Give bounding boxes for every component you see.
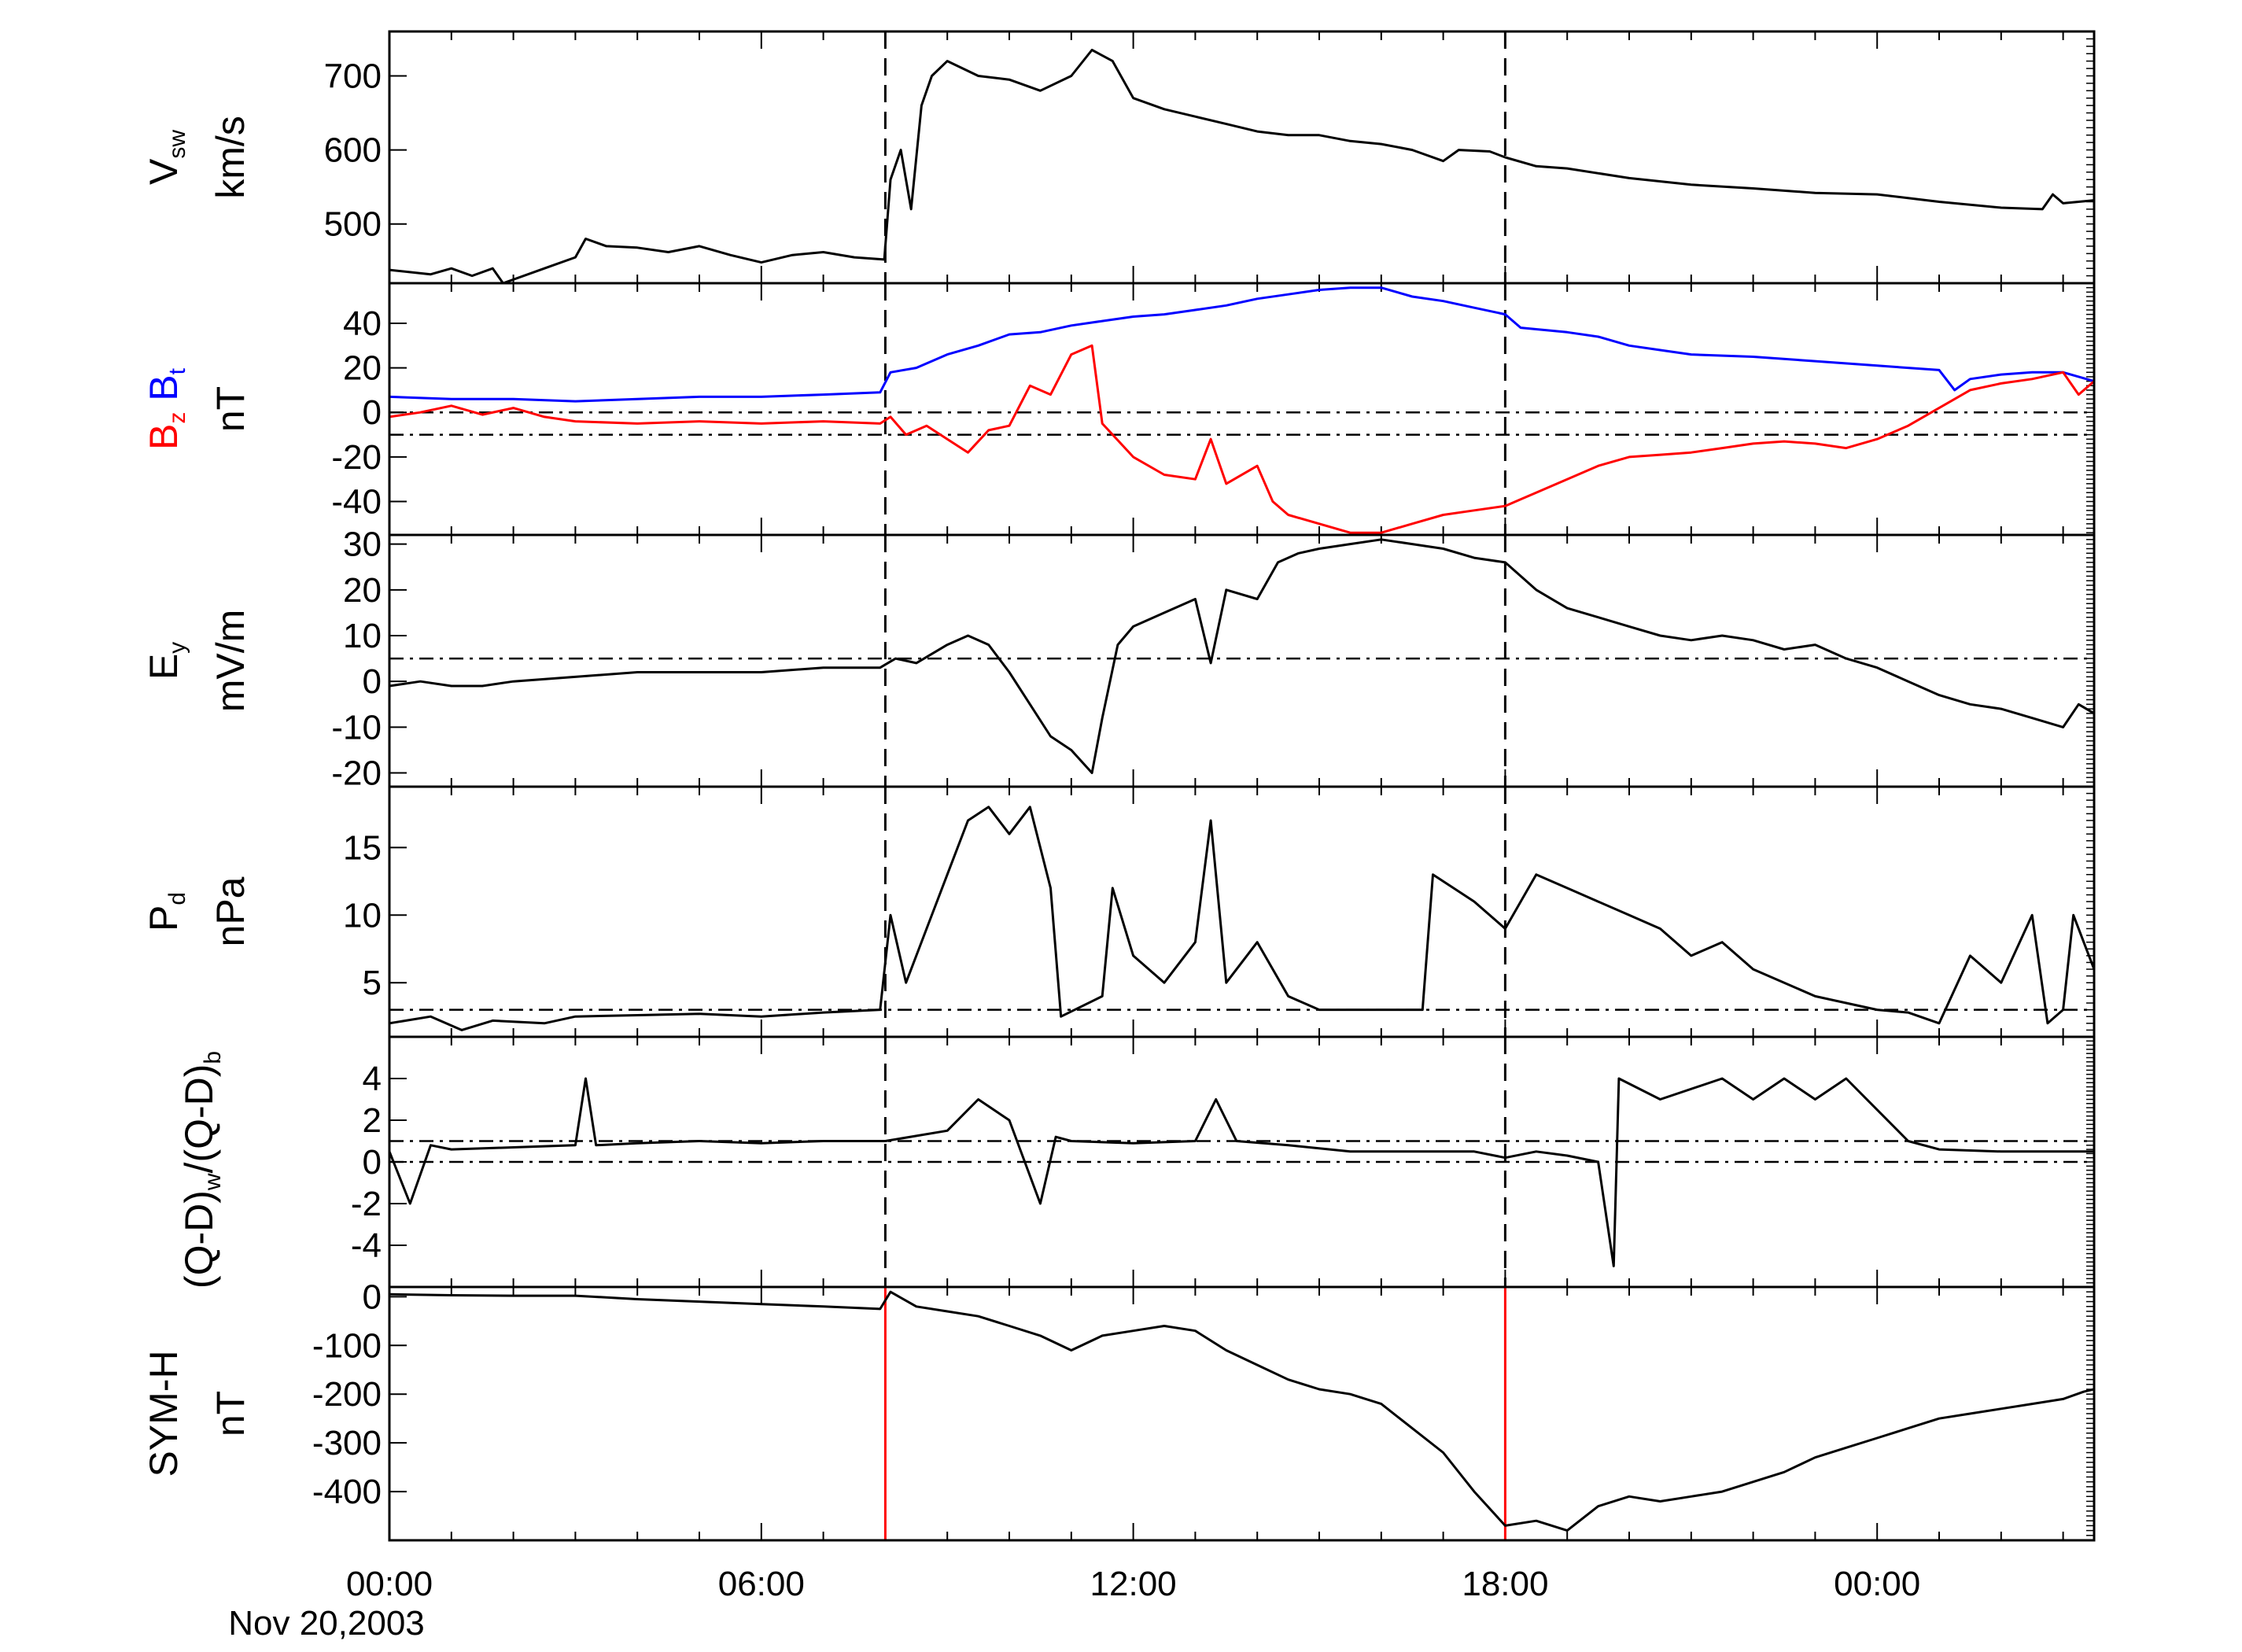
y-tick-label: -20: [331, 438, 382, 477]
series-line-bfield-bz: [389, 344, 2094, 534]
panel-pd: 5 10 15 Pd nPa: [142, 785, 2096, 1038]
series-line-vsw: [389, 49, 2094, 283]
series-line-symh: [389, 1290, 2094, 1532]
y-tick-label: 0: [363, 1143, 382, 1182]
y-tick-label: -40: [331, 483, 382, 522]
y-axis-label: SYM-H: [142, 1350, 186, 1477]
y-tick-label: 4: [363, 1060, 382, 1098]
y-tick-label: 600: [324, 131, 382, 170]
y-tick-label: 0: [363, 1278, 382, 1316]
y-tick-label: 10: [343, 896, 382, 935]
x-tick-label: 12:00: [1090, 1565, 1177, 1603]
panel-frame: [388, 282, 2096, 537]
panel-ey: -20 -10 0 10 20 30 Ey mV/m: [142, 525, 2096, 793]
panel-frame: [388, 1285, 2096, 1542]
y-axis-label: (Q-D)w/(Q-D)b: [177, 1051, 226, 1289]
y-tick-label: -200: [312, 1375, 382, 1414]
y-tick-label: 20: [343, 571, 382, 610]
x-axis-date-label: Nov 20,2003: [228, 1604, 425, 1643]
x-tick-label: 06:00: [718, 1565, 805, 1603]
y-tick-label: -4: [351, 1226, 382, 1265]
y-tick-label: 10: [343, 617, 382, 655]
y-axis-label: Bz Bt: [142, 367, 190, 450]
y-tick-label: 700: [324, 57, 382, 95]
panel-frame: [388, 785, 2096, 1038]
series-line-bfield-bt: [389, 286, 2094, 403]
y-axis-units: nT: [208, 1391, 253, 1436]
y-axis-label: Ey: [142, 642, 190, 680]
y-tick-label: -100: [312, 1326, 382, 1365]
y-axis-label: Vsw: [142, 130, 190, 185]
panel-bfield: -40 -20 0 20 40 Bz Bt nT: [142, 282, 2096, 537]
y-tick-label: 0: [363, 662, 382, 701]
y-axis-label: Pd: [142, 892, 190, 931]
y-tick-label: 0: [363, 393, 382, 432]
y-tick-label: -2: [351, 1185, 382, 1223]
x-tick-label: 18:00: [1462, 1565, 1548, 1603]
y-axis-units: nPa: [208, 876, 253, 946]
y-tick-label: 15: [343, 828, 382, 867]
y-tick-label: 30: [343, 525, 382, 564]
y-tick-label: 40: [343, 304, 382, 343]
series-line-pd: [389, 806, 2094, 1031]
y-tick-label: 500: [324, 205, 382, 244]
panel-frame: [388, 533, 2096, 788]
x-tick-label: 00:00: [346, 1565, 433, 1603]
y-axis-units: nT: [208, 386, 253, 432]
y-tick-label: -400: [312, 1473, 382, 1511]
x-axis-labels: 00:00 06:00 12:00 18:00 00:00: [346, 1565, 1920, 1603]
series-line-ey: [389, 538, 2094, 774]
y-axis-units: mV/m: [208, 610, 253, 713]
y-tick-label: 20: [343, 349, 382, 388]
x-tick-label: 00:00: [1834, 1565, 1920, 1603]
y-tick-label: -10: [331, 708, 382, 747]
panel-vsw: 500 600 700 Vsw km/s: [142, 30, 2096, 285]
y-tick-label: -20: [331, 754, 382, 793]
panel-frame: [388, 30, 2096, 285]
y-tick-label: -300: [312, 1424, 382, 1462]
y-tick-label: 5: [363, 964, 382, 1002]
y-axis-units: km/s: [208, 116, 253, 199]
y-tick-label: 2: [363, 1101, 382, 1140]
series-line-qd: [389, 1077, 2094, 1267]
panel-symh: -400 -300 -200 -100 0 SYM-H nT: [142, 1278, 2096, 1542]
